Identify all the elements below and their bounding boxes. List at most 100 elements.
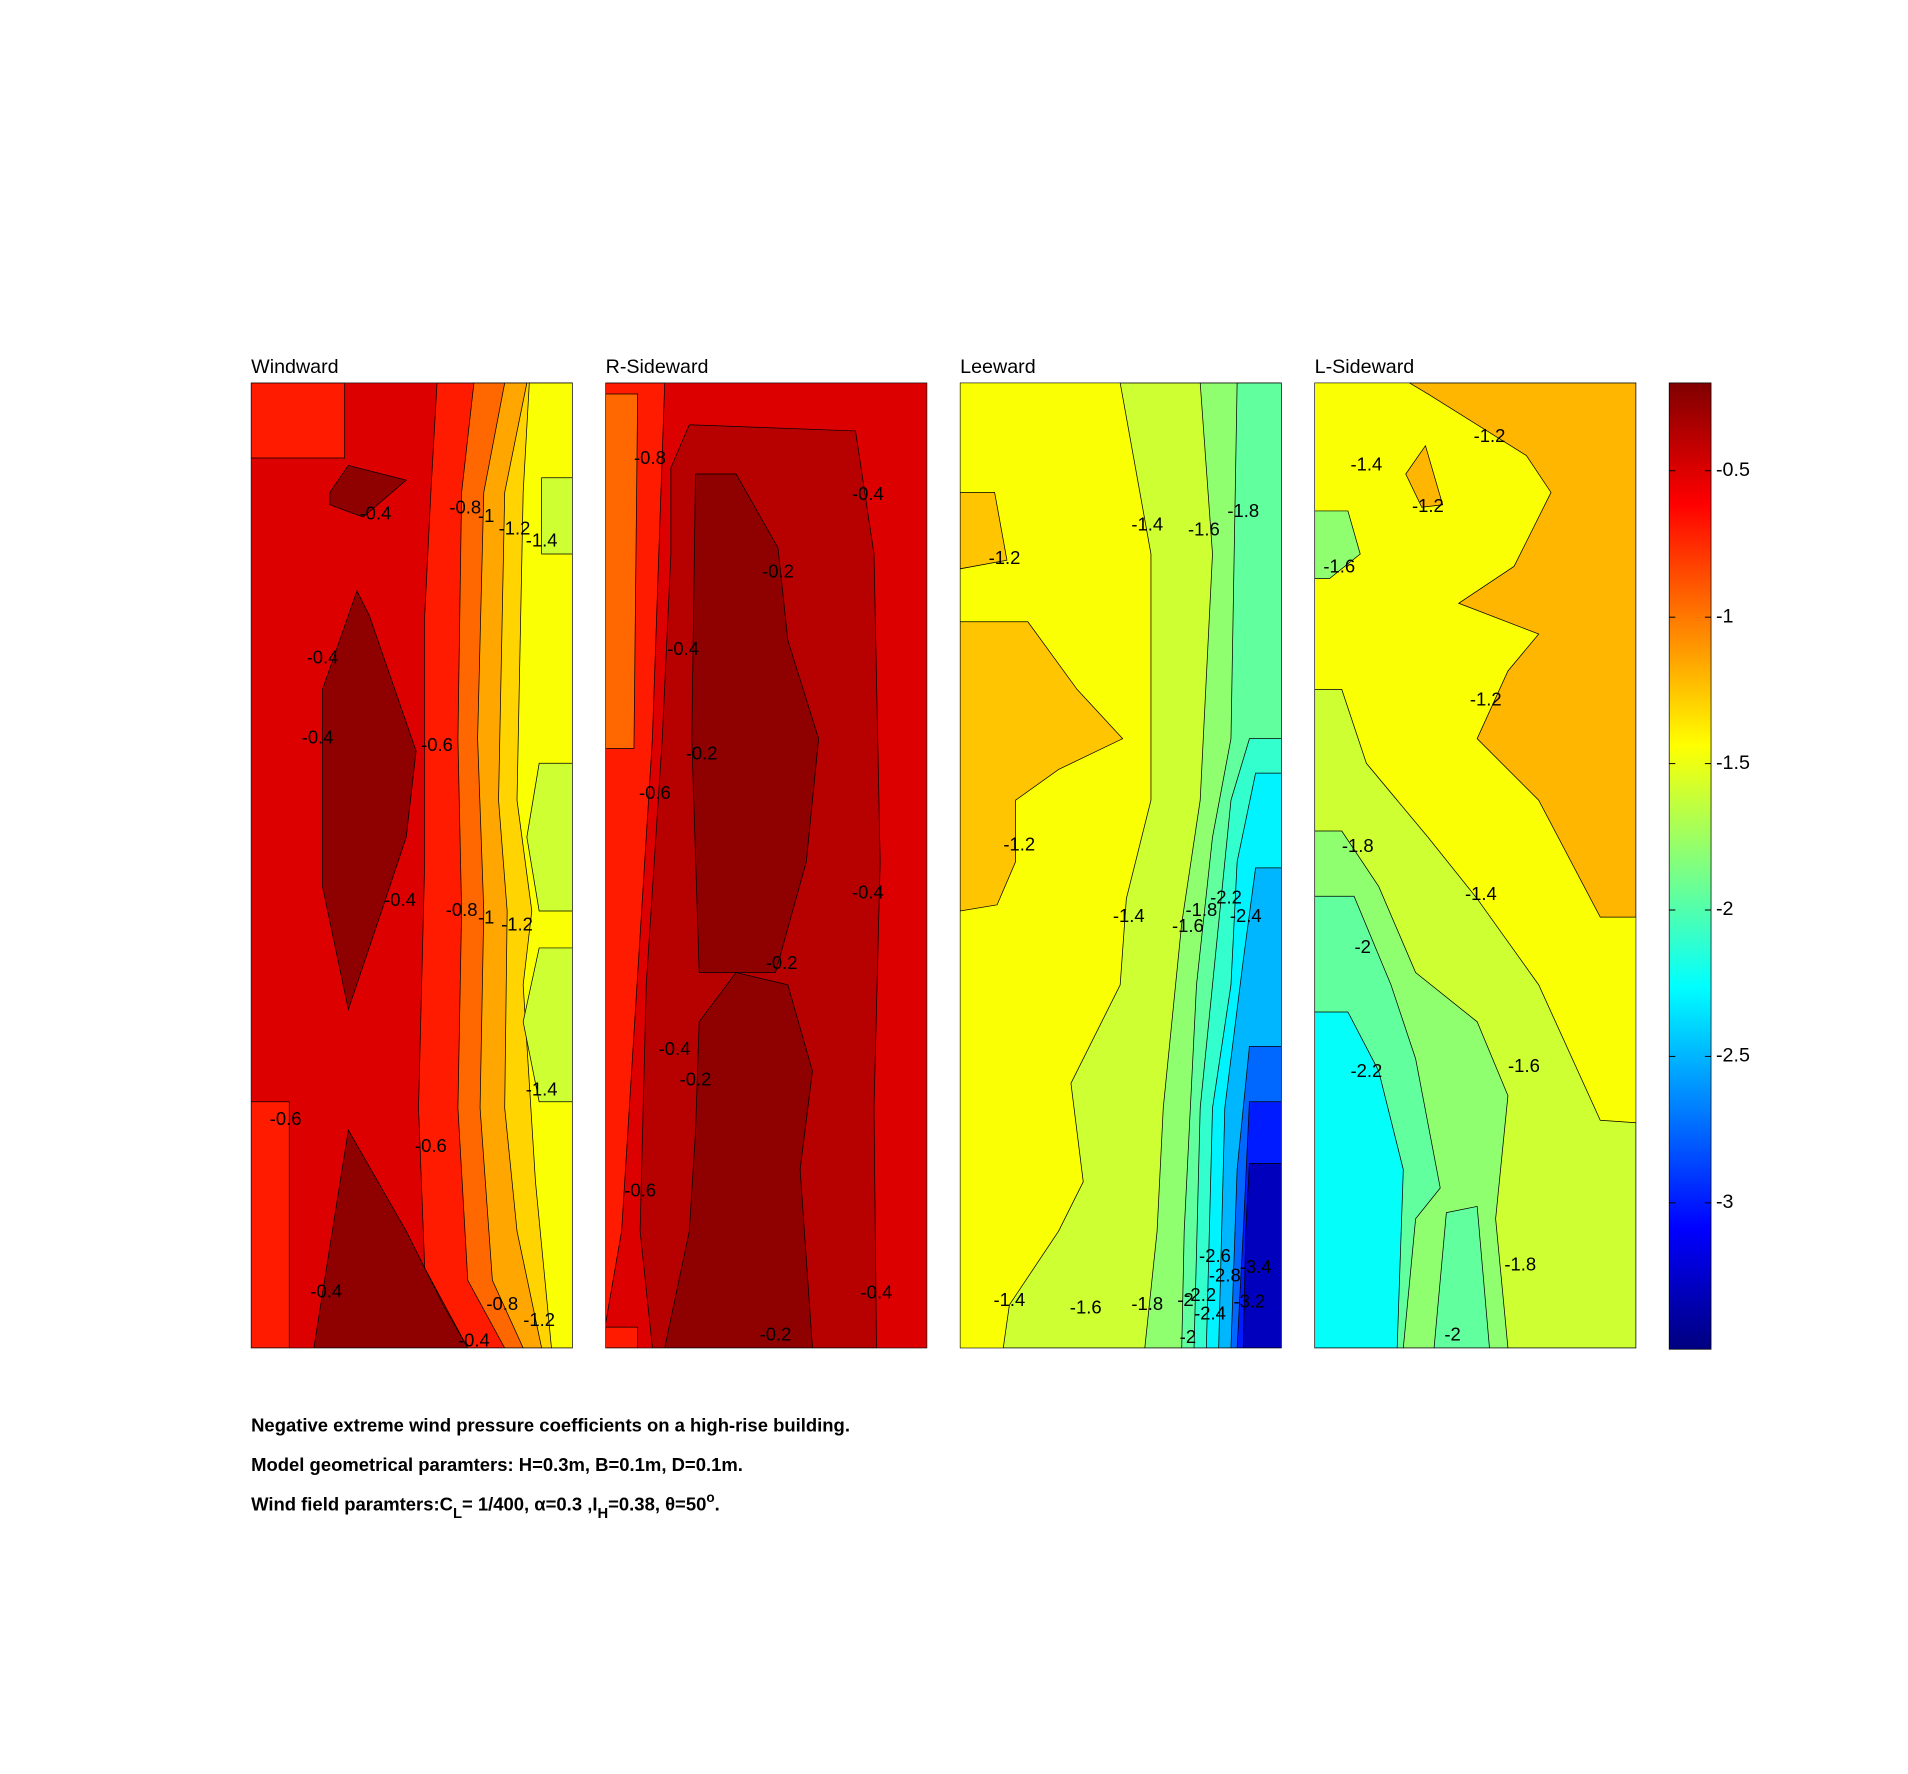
contour-region [605, 1326, 639, 1348]
contour-label: -0.6 [415, 1135, 447, 1156]
contour-region [526, 762, 573, 912]
contour-region [960, 492, 1008, 570]
contour-label: -1.6 [1323, 555, 1355, 576]
panel-frame [959, 382, 1282, 1349]
contour-region [1433, 1205, 1490, 1348]
contour-label: -0.6 [639, 782, 671, 803]
contour-label: -2.4 [1194, 1303, 1226, 1324]
colorbar [1668, 382, 1712, 1350]
contour-label: -2.2 [1184, 1284, 1216, 1305]
contour-label: -1.2 [501, 914, 533, 935]
colorbar-tick-label: -0.5 [1716, 459, 1750, 481]
contour-label: -1.8 [1186, 899, 1218, 920]
contour-region [1242, 1162, 1282, 1348]
contour-region [1405, 444, 1444, 508]
contour-label: -1.6 [1070, 1296, 1102, 1317]
caption-part: Wind field paramters:C [251, 1493, 453, 1514]
contour-label: -2 [1180, 1326, 1196, 1347]
caption-part: H [597, 1506, 608, 1522]
contour-region [691, 473, 819, 973]
contour-label: -3.2 [1234, 1290, 1266, 1311]
colorbar-tick-label: -2.5 [1716, 1045, 1750, 1067]
contour-label: -1.4 [993, 1289, 1025, 1310]
contour-label: -2.6 [1199, 1245, 1231, 1266]
contour-label: -1.2 [1470, 688, 1502, 709]
contour-label: -1.6 [1188, 519, 1220, 540]
contour-region [1408, 382, 1636, 918]
colorbar-tick-label: -3 [1716, 1191, 1734, 1213]
contour-label: -0.6 [624, 1180, 656, 1201]
colorbar-tick-label: -2 [1716, 898, 1734, 920]
caption-line: Negative extreme wind pressure coefficie… [251, 1415, 850, 1436]
panel-title: R-Sideward [606, 356, 709, 378]
contour-label: -1.4 [1350, 453, 1382, 474]
contour-region [251, 1101, 290, 1348]
contour-label: -0.8 [446, 899, 478, 920]
panel-frame [1314, 382, 1637, 1349]
contour-label: -0.2 [760, 1324, 792, 1345]
contour-panel [1314, 382, 1636, 1348]
contour-region [322, 590, 417, 1011]
contour-label: -2.2 [1210, 887, 1242, 908]
contour-label: -2 [1444, 1324, 1460, 1345]
contour-label: -0.4 [861, 1282, 893, 1303]
contour-label: -0.8 [486, 1293, 518, 1314]
contour-label: -0.2 [686, 743, 718, 764]
contour-region [251, 382, 346, 459]
contour-region [313, 1129, 469, 1348]
contour-label: -0.4 [667, 638, 699, 659]
contour-label: -0.4 [307, 647, 339, 668]
colorbar-tick-label: -1 [1716, 605, 1734, 627]
contour-label: -1.2 [499, 517, 531, 538]
colorbar-tick-label: -1.5 [1716, 752, 1750, 774]
contour-label: -0.4 [659, 1038, 691, 1059]
contour-label: -1.8 [1504, 1253, 1536, 1274]
contour-label: -1.4 [1113, 905, 1145, 926]
contour-label: -1.6 [1172, 915, 1204, 936]
contour-label: -0.4 [310, 1280, 342, 1301]
panel-title: Leeward [960, 356, 1036, 378]
contour-label: -0.2 [766, 952, 798, 973]
contour-label: -2.8 [1209, 1264, 1241, 1285]
contour-region [329, 464, 407, 518]
contour-label: -1.4 [526, 530, 558, 551]
panel-title: Windward [251, 356, 339, 378]
contour-label: -0.4 [852, 882, 884, 903]
contour-region [960, 621, 1124, 912]
panel-frame [250, 382, 573, 1349]
contour-label: -1.2 [1412, 495, 1444, 516]
contour-label: -1.8 [1131, 1293, 1163, 1314]
contour-label: -1.2 [523, 1309, 555, 1330]
contour-label: -2.2 [1350, 1060, 1382, 1081]
contour-label: -1.2 [1474, 425, 1506, 446]
contour-label: -1.4 [526, 1079, 558, 1100]
caption-part: = 1/400, α=0.3 ,I [462, 1493, 598, 1514]
contour-label: -2 [1354, 936, 1370, 957]
contour-panel [960, 382, 1282, 1348]
contour-label: -0.4 [852, 483, 884, 504]
contour-label: -1 [478, 505, 494, 526]
contour-region [605, 393, 639, 749]
contour-label: -0.6 [270, 1108, 302, 1129]
contour-region [522, 947, 573, 1103]
contour-label: -0.2 [762, 560, 794, 581]
contour-label: -0.2 [680, 1069, 712, 1090]
contour-label: -2 [1177, 1289, 1193, 1310]
contour-region [541, 477, 573, 555]
contour-label: -1.2 [1003, 834, 1035, 855]
contour-label: -3.4 [1240, 1256, 1272, 1277]
caption-part: L [453, 1506, 462, 1522]
contour-label: -0.8 [634, 447, 666, 468]
contour-label: -0.6 [421, 734, 453, 755]
contour-region [664, 972, 813, 1348]
contour-label: -0.4 [302, 727, 334, 748]
contour-label: -0.4 [458, 1330, 490, 1351]
contour-region [1314, 1011, 1404, 1348]
caption-line: Model geometrical paramters: H=0.3m, B=0… [251, 1454, 743, 1475]
contour-label: -2.4 [1230, 905, 1262, 926]
contour-label: -0.4 [384, 889, 416, 910]
caption-part: o [706, 1490, 714, 1505]
contour-panel [605, 382, 927, 1348]
